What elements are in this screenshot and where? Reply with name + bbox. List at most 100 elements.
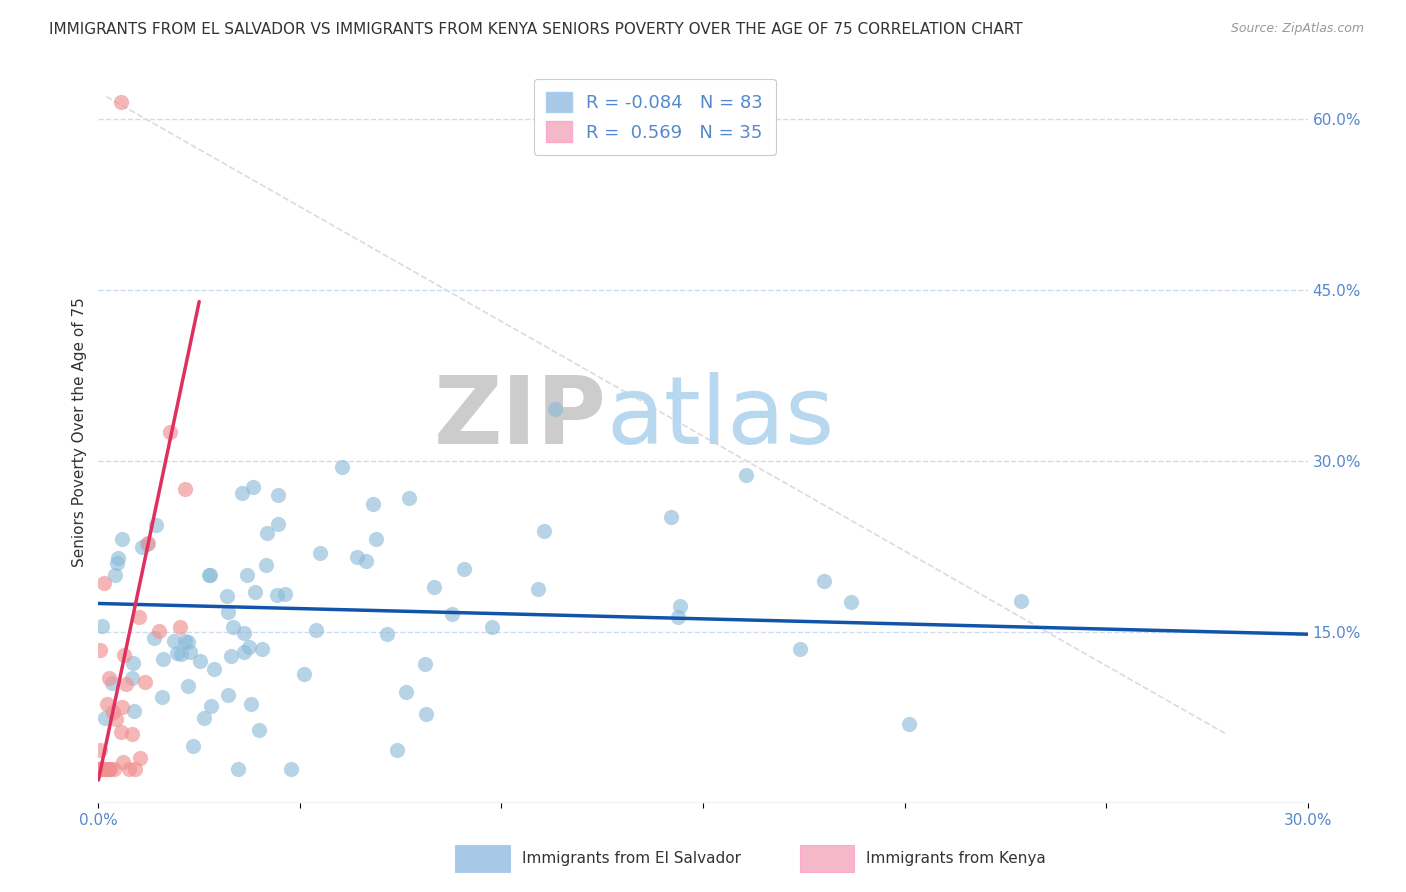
Point xyxy=(110,95,132,110)
Point xyxy=(111,699,134,714)
Text: ZIP: ZIP xyxy=(433,372,606,464)
Point xyxy=(423,581,446,595)
Bar xyxy=(456,845,509,871)
Point xyxy=(668,610,690,624)
Text: Source: ZipAtlas.com: Source: ZipAtlas.com xyxy=(1230,22,1364,36)
Point xyxy=(110,725,132,739)
Point xyxy=(398,491,420,505)
Point xyxy=(121,727,143,741)
Point xyxy=(200,699,222,714)
Point xyxy=(100,675,122,690)
Point xyxy=(128,609,150,624)
Point xyxy=(236,568,259,582)
Point xyxy=(247,723,270,738)
Point xyxy=(897,716,920,731)
Point xyxy=(89,762,111,776)
Point xyxy=(122,656,145,670)
Point xyxy=(387,743,409,757)
Point xyxy=(274,587,297,601)
Point xyxy=(413,657,436,672)
Point xyxy=(292,667,315,681)
Point xyxy=(174,483,197,497)
Point xyxy=(217,589,239,603)
Point xyxy=(304,623,326,637)
Point xyxy=(104,712,127,726)
Point xyxy=(163,633,186,648)
Point xyxy=(93,710,115,724)
Point xyxy=(169,620,191,634)
Point xyxy=(131,541,153,555)
Point xyxy=(232,645,254,659)
Point xyxy=(148,624,170,638)
Text: IMMIGRANTS FROM EL SALVADOR VS IMMIGRANTS FROM KENYA SENIORS POVERTY OVER THE AG: IMMIGRANTS FROM EL SALVADOR VS IMMIGRANT… xyxy=(49,22,1022,37)
Text: Immigrants from Kenya: Immigrants from Kenya xyxy=(866,851,1046,866)
Point xyxy=(145,517,167,532)
Point xyxy=(89,762,111,776)
Text: Immigrants from El Salvador: Immigrants from El Salvador xyxy=(522,851,741,866)
Point xyxy=(98,671,121,685)
Point xyxy=(346,549,368,564)
Point xyxy=(94,762,117,776)
Point xyxy=(219,649,242,664)
Point xyxy=(233,626,256,640)
Point xyxy=(200,568,222,582)
Point xyxy=(107,551,129,566)
Point xyxy=(441,607,464,622)
Point xyxy=(129,751,152,765)
Point xyxy=(250,642,273,657)
Point xyxy=(267,488,290,502)
Point xyxy=(734,467,756,482)
Point xyxy=(105,557,128,571)
Point xyxy=(395,685,418,699)
Point xyxy=(89,762,111,776)
Point xyxy=(179,645,201,659)
Point xyxy=(789,642,811,657)
Text: atlas: atlas xyxy=(606,372,835,464)
Point xyxy=(193,711,215,725)
Point xyxy=(242,480,264,494)
Y-axis label: Seniors Poverty Over the Age of 75: Seniors Poverty Over the Age of 75 xyxy=(72,298,87,567)
Point xyxy=(89,743,111,757)
Point xyxy=(177,679,200,693)
Point xyxy=(112,756,135,770)
Point xyxy=(98,762,121,776)
Point xyxy=(238,640,260,654)
Point xyxy=(217,688,239,702)
Point xyxy=(94,762,117,776)
Point xyxy=(134,674,156,689)
Point xyxy=(97,762,120,776)
Point xyxy=(245,584,267,599)
Point xyxy=(226,762,249,776)
Point xyxy=(280,762,302,776)
Point xyxy=(202,663,225,677)
Point xyxy=(112,648,135,662)
Point xyxy=(101,705,124,719)
Point xyxy=(363,497,385,511)
Point xyxy=(169,647,191,661)
Point xyxy=(354,554,377,568)
Point xyxy=(118,762,141,776)
Legend: R = -0.084   N = 83, R =  0.569   N = 35: R = -0.084 N = 83, R = 0.569 N = 35 xyxy=(534,78,776,155)
Point xyxy=(89,762,111,776)
Point xyxy=(121,672,143,686)
Point xyxy=(231,486,253,500)
Bar xyxy=(800,845,855,871)
Point xyxy=(266,588,288,602)
Point xyxy=(533,524,555,539)
Point xyxy=(256,525,278,540)
Point xyxy=(124,762,146,776)
Point xyxy=(188,654,211,668)
Point xyxy=(173,634,195,648)
Point xyxy=(309,546,332,560)
Point xyxy=(177,635,200,649)
Point xyxy=(122,704,145,718)
Point xyxy=(254,558,277,572)
Point xyxy=(239,698,262,712)
Point xyxy=(266,517,288,532)
Point xyxy=(481,620,503,634)
Point xyxy=(839,595,862,609)
Point xyxy=(527,582,550,597)
Point xyxy=(89,762,111,776)
Point xyxy=(415,707,437,722)
Point xyxy=(89,643,111,657)
